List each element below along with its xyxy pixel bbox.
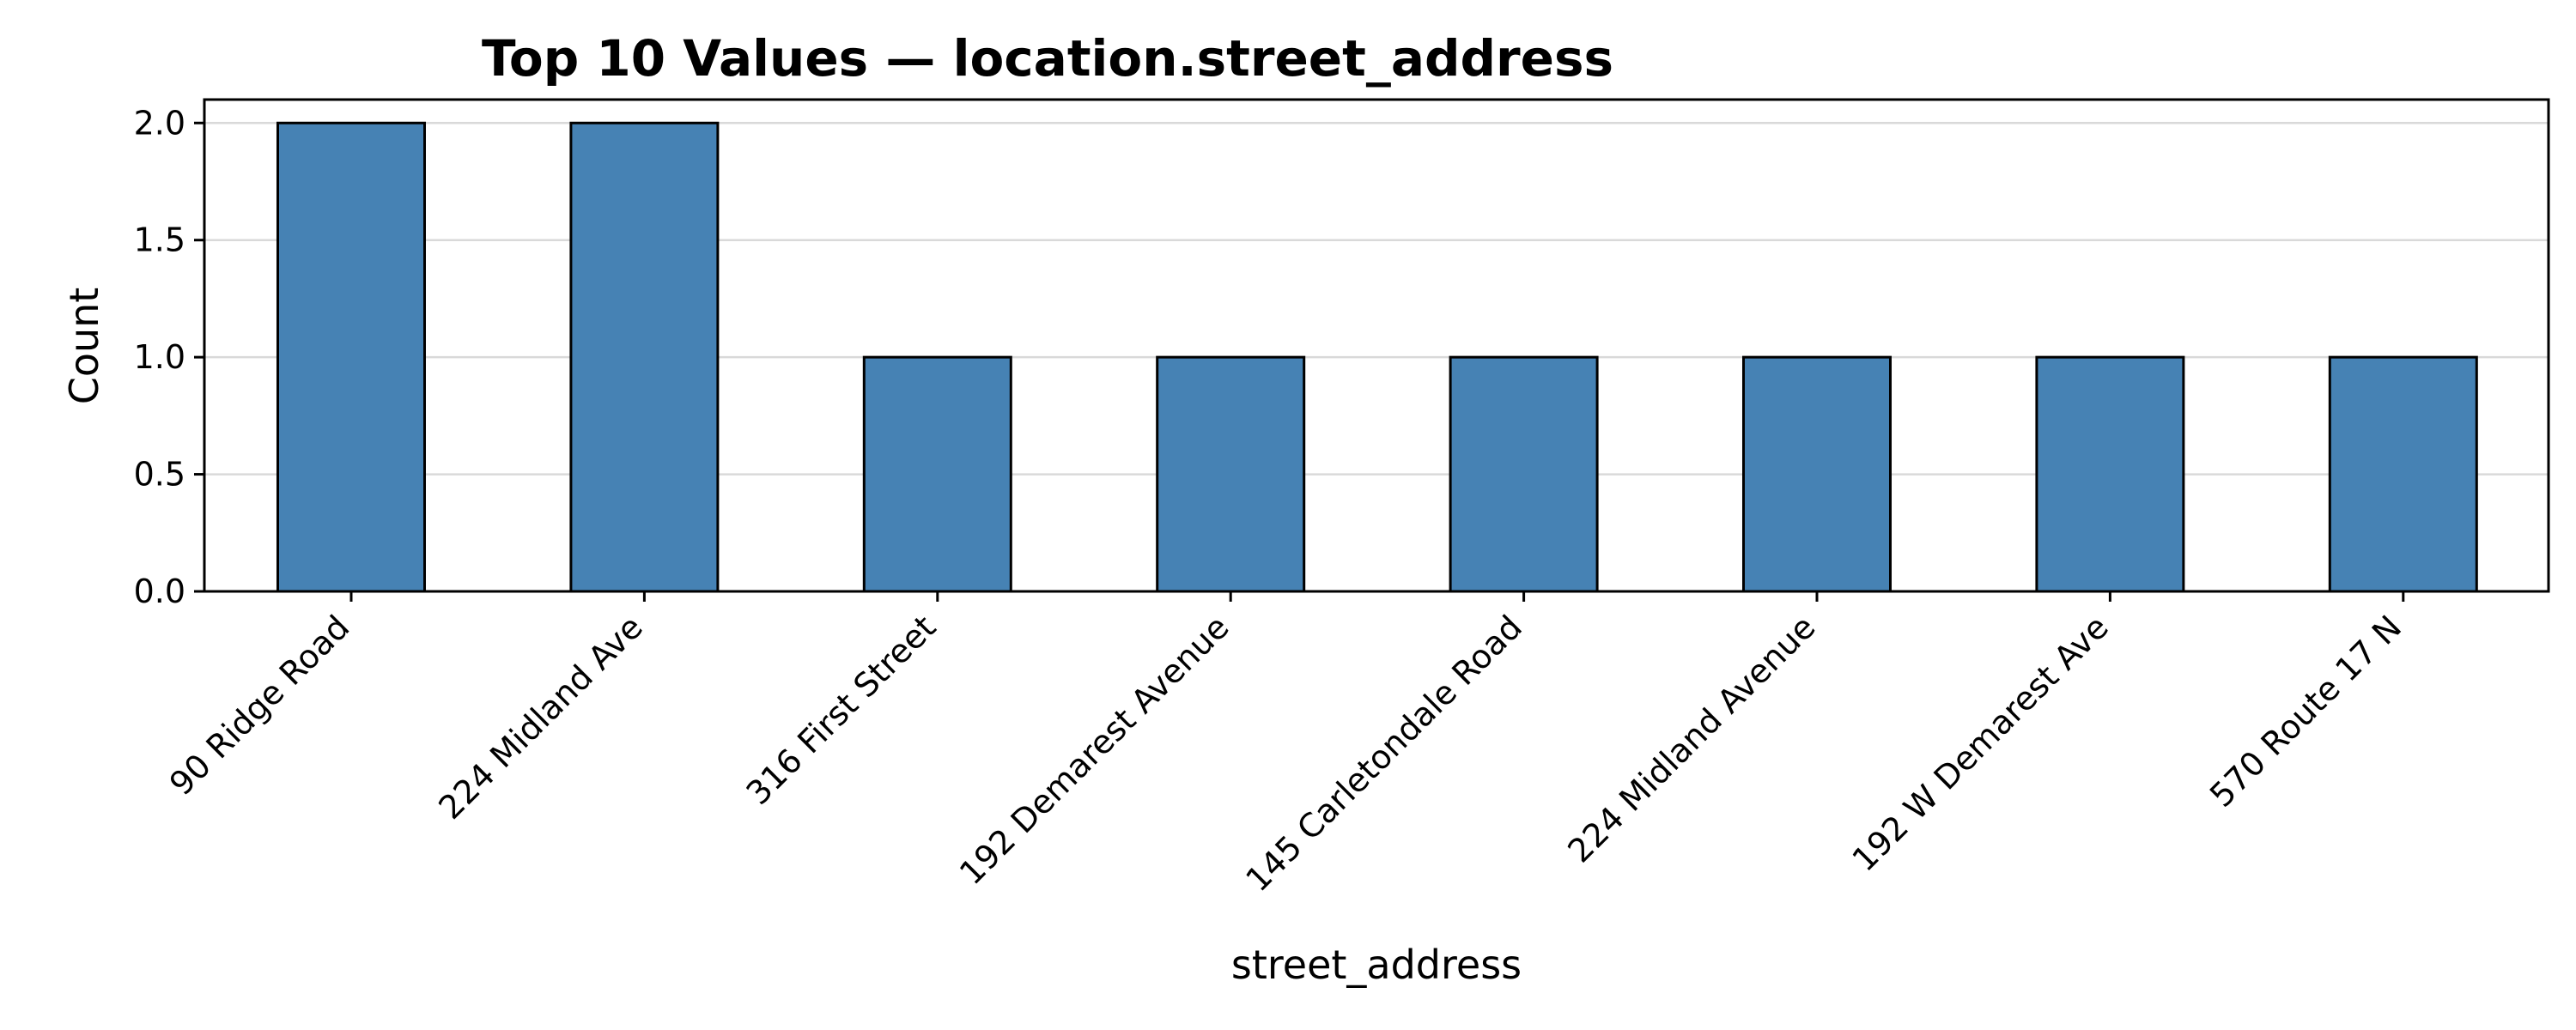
y-tick-label: 0.5 (134, 456, 185, 494)
x-tick-label: 192 Demarest Avenue (952, 608, 1236, 892)
bar (1156, 355, 1306, 593)
x-tick-label: 570 Route 17 N (2202, 608, 2409, 814)
bar (862, 355, 1012, 593)
chart-title: Top 10 Values — location.street_address (482, 29, 1613, 88)
grid-lines (204, 122, 2549, 476)
x-tick-label: 90 Ridge Road (162, 608, 357, 803)
y-axis-label: Count (61, 288, 107, 405)
y-tick-label: 1.5 (134, 221, 185, 259)
x-tick-label: 224 Midland Ave (431, 608, 649, 826)
bar (2035, 355, 2185, 593)
bar (569, 121, 720, 593)
x-tick-label: 224 Midland Avenue (1560, 608, 1822, 869)
bar (276, 121, 426, 593)
plot-area-frame (203, 98, 2550, 593)
y-tick-label: 2.0 (134, 104, 185, 142)
y-tick-label: 0.0 (134, 573, 185, 610)
x-tick-label: 145 Carletondale Road (1238, 608, 1529, 899)
y-tick-label: 1.0 (134, 338, 185, 376)
x-tick-label: 192 W Demarest Ave (1845, 608, 2116, 878)
x-axis-label: street_address (1231, 942, 1522, 988)
bar (2328, 355, 2478, 593)
bar (1742, 355, 1892, 593)
bar (1449, 355, 1599, 593)
x-tick-label: 316 First Street (739, 608, 944, 812)
